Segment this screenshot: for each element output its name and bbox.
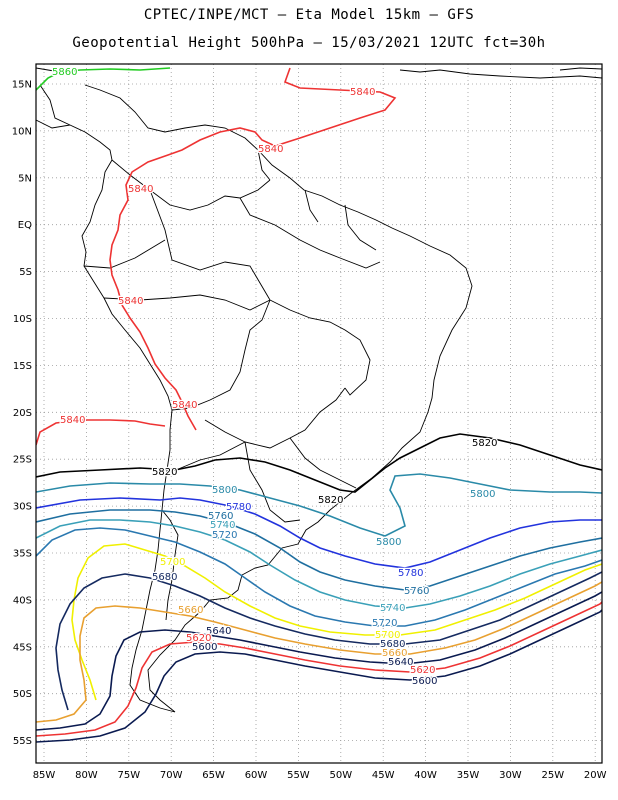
lat-tick-label: EQ [18, 220, 32, 231]
lat-tick-label: 5N [18, 173, 32, 184]
contour-label-5820-a: 5820 [152, 467, 177, 478]
contour-5640 [36, 591, 602, 731]
lon-tick-label: 25W [541, 770, 564, 781]
lat-tick-label: 15N [12, 80, 32, 91]
contour-label-5620-a: 5620 [186, 633, 211, 644]
contour-label-5740-a: 5740 [210, 520, 235, 531]
contour-label-5680-b: 5680 [380, 639, 405, 650]
contour-label-5840-a: 5840 [350, 87, 375, 98]
coastline-borders [36, 67, 602, 713]
contour-label-5700-b: 5700 [375, 630, 400, 641]
lon-tick-label: 65W [202, 770, 225, 781]
contour-label-5760-a: 5760 [208, 511, 233, 522]
contour-label-5780-a: 5780 [226, 502, 251, 513]
contour-5600 [36, 609, 602, 743]
lat-tick-label: 40S [13, 595, 32, 606]
lon-tick-label: 35W [457, 770, 480, 781]
contour-labels: 5860 5840 5840 5840 5840 5840 5840 5820 … [51, 66, 499, 689]
lat-tick-label: 50S [13, 689, 32, 700]
lon-tick-label: 20W [584, 770, 607, 781]
contour-5860 [36, 67, 171, 91]
contour-label-5840-c: 5840 [128, 184, 153, 195]
contour-5820 [36, 433, 602, 493]
contour-5660 [36, 581, 602, 723]
contour-5720 [36, 527, 602, 627]
lon-tick-label: 40W [414, 770, 437, 781]
contour-5840-southwest [36, 419, 166, 446]
lat-tick-label: 35S [13, 549, 32, 560]
contour-label-5660-a: 5660 [178, 605, 203, 616]
contour-label-5600-b: 5600 [412, 676, 437, 687]
contour-label-5740-b: 5740 [380, 603, 405, 614]
contour-label-5640-a: 5640 [206, 626, 231, 637]
contour-label-5840-b: 5840 [258, 144, 283, 155]
contour-5780 [36, 497, 602, 569]
lat-tick-label: 10S [13, 314, 32, 325]
contour-label-5800-b: 5800 [470, 489, 495, 500]
lon-tick-label: 70W [160, 770, 183, 781]
contour-label-5760-b: 5760 [404, 586, 429, 597]
chart-title-line-2: Geopotential Height 500hPa – 15/03/2021 … [72, 35, 546, 51]
contour-label-5780-b: 5780 [398, 568, 423, 579]
contour-5620 [36, 601, 602, 737]
lat-tick-label: 20S [13, 408, 32, 419]
contour-label-5720-b: 5720 [372, 618, 397, 629]
contour-label-5840-d: 5840 [118, 296, 143, 307]
lon-tick-label: 60W [245, 770, 268, 781]
lon-tick-label: 75W [117, 770, 140, 781]
lat-tick-label: 10N [12, 126, 32, 137]
contour-5840-north [109, 67, 397, 431]
contour-label-5820-b: 5820 [318, 495, 343, 506]
contour-5740 [36, 519, 602, 609]
contour-5760 [36, 509, 602, 591]
contour-label-5700-a: 5700 [160, 557, 185, 568]
contour-label-5620-b: 5620 [410, 665, 435, 676]
latitude-tick-labels: 15N 10N 5N EQ 5S 10S 15S 20S 25S 30S 35S 40S 45S 50S 5… [12, 80, 32, 748]
contour-label-5800-c: 5800 [376, 537, 401, 548]
contour-label-5820-c: 5820 [472, 438, 497, 449]
contour-5680 [55, 571, 602, 711]
contour-label-5660-b: 5660 [382, 648, 407, 659]
lat-tick-label: 5S [19, 267, 32, 278]
contour-label-5840-e: 5840 [172, 400, 197, 411]
lon-tick-label: 55W [287, 770, 310, 781]
contour-5800 [36, 473, 602, 537]
map-frame [35, 63, 603, 764]
lon-tick-label: 45W [372, 770, 395, 781]
contour-label-5600-a: 5600 [192, 642, 217, 653]
chart-title-line-1: CPTEC/INPE/MCT – Eta Model 15km – GFS [143, 7, 475, 23]
longitude-tick-labels: 85W 80W 75W 70W 65W 60W 55W 50W 45W 40W 35W 30W 25W 2… [33, 770, 607, 781]
contour-label-5720-a: 5720 [212, 530, 237, 541]
contour-label-5640-b: 5640 [388, 657, 413, 668]
contour-label-5840-f: 5840 [60, 415, 85, 426]
lon-tick-label: 50W [329, 770, 352, 781]
lon-tick-label: 30W [499, 770, 522, 781]
lat-tick-label: 45S [13, 642, 32, 653]
lat-tick-label: 55S [13, 736, 32, 747]
contour-label-5800-a: 5800 [212, 485, 237, 496]
contour-lines [36, 67, 602, 743]
lon-tick-label: 85W [33, 770, 56, 781]
lat-tick-label: 15S [13, 361, 32, 372]
contour-label-5860: 5860 [52, 67, 77, 78]
lon-tick-label: 80W [75, 770, 98, 781]
contour-5700 [71, 543, 602, 701]
contour-label-5680-a: 5680 [152, 572, 177, 583]
lat-tick-label: 30S [13, 502, 32, 513]
lat-tick-label: 25S [13, 455, 32, 466]
